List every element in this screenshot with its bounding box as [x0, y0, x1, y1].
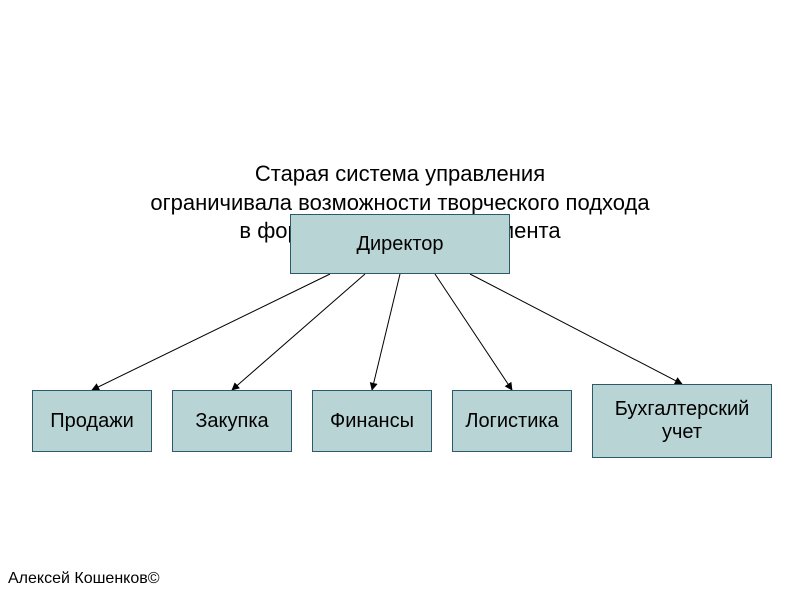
node-root-label: Директор [356, 233, 443, 256]
author-credit: Алексей Кошенков© [8, 570, 160, 588]
node-child-4: Бухгалтерский учет [592, 384, 772, 458]
node-child-1: Закупка [172, 390, 292, 452]
node-child-3: Логистика [452, 390, 572, 452]
node-root: Директор [290, 214, 510, 274]
node-child-1-label: Закупка [195, 410, 268, 433]
node-child-3-label: Логистика [465, 410, 558, 433]
node-child-0-label: Продажи [50, 410, 134, 433]
title-line-2: ограничивала возможности творческого под… [0, 189, 800, 218]
node-child-0: Продажи [32, 390, 152, 452]
node-child-4-label: Бухгалтерский учет [597, 398, 767, 444]
node-child-2: Финансы [312, 390, 432, 452]
title-line-1: Старая система управления [0, 160, 800, 189]
node-child-2-label: Финансы [330, 410, 414, 433]
diagram-stage: Старая система управления ограничивала в… [0, 0, 800, 600]
edges-layer [0, 0, 800, 600]
